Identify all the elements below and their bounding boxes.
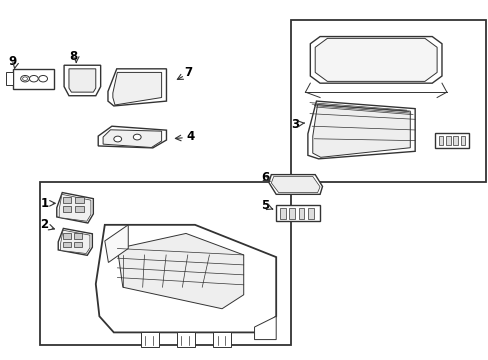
Polygon shape <box>61 230 90 253</box>
Polygon shape <box>452 136 457 145</box>
Polygon shape <box>460 136 465 145</box>
Polygon shape <box>74 233 82 239</box>
Polygon shape <box>141 332 159 347</box>
Polygon shape <box>103 130 161 148</box>
Polygon shape <box>69 69 96 92</box>
Polygon shape <box>445 136 450 145</box>
Circle shape <box>20 76 29 82</box>
Bar <box>290 21 485 182</box>
Polygon shape <box>13 69 54 89</box>
Polygon shape <box>64 65 101 96</box>
Polygon shape <box>5 72 13 85</box>
Polygon shape <box>75 197 83 203</box>
Text: 3: 3 <box>291 118 299 131</box>
Text: 6: 6 <box>261 171 269 184</box>
Polygon shape <box>177 332 195 347</box>
Polygon shape <box>59 194 91 221</box>
Polygon shape <box>307 208 313 219</box>
Bar <box>40 182 290 345</box>
Polygon shape <box>268 175 322 194</box>
Polygon shape <box>254 316 276 339</box>
Polygon shape <box>276 205 320 221</box>
Polygon shape <box>98 126 166 148</box>
Polygon shape <box>298 208 304 219</box>
Polygon shape <box>289 208 295 219</box>
Polygon shape <box>312 105 409 157</box>
Circle shape <box>39 76 47 82</box>
Circle shape <box>22 77 27 81</box>
Text: 2: 2 <box>41 218 48 231</box>
Polygon shape <box>315 39 436 81</box>
Text: 5: 5 <box>261 199 269 212</box>
Polygon shape <box>58 228 92 255</box>
Polygon shape <box>280 208 285 219</box>
Polygon shape <box>438 136 443 145</box>
Polygon shape <box>63 233 71 239</box>
Polygon shape <box>62 206 71 212</box>
Polygon shape <box>108 69 166 106</box>
Circle shape <box>29 76 38 82</box>
Polygon shape <box>213 332 231 347</box>
Polygon shape <box>113 72 161 105</box>
Polygon shape <box>104 225 128 262</box>
Polygon shape <box>57 193 93 223</box>
Polygon shape <box>63 242 71 247</box>
Circle shape <box>133 134 141 140</box>
Circle shape <box>114 136 122 142</box>
Polygon shape <box>307 101 414 159</box>
Text: 8: 8 <box>70 50 78 63</box>
Polygon shape <box>271 176 320 193</box>
Polygon shape <box>96 225 276 332</box>
Text: 1: 1 <box>41 197 48 210</box>
Polygon shape <box>62 197 71 203</box>
Polygon shape <box>434 134 468 148</box>
Text: 7: 7 <box>184 66 192 79</box>
Polygon shape <box>74 242 82 247</box>
Text: 9: 9 <box>9 55 17 68</box>
Polygon shape <box>75 206 83 212</box>
Text: 4: 4 <box>186 130 195 144</box>
Polygon shape <box>117 233 243 309</box>
Polygon shape <box>310 37 441 83</box>
